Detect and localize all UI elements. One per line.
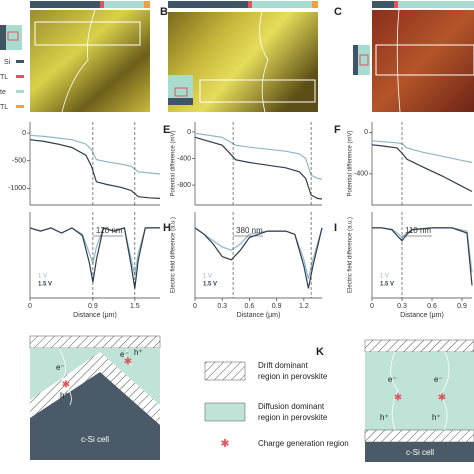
- x-axis-label: Distance (μm): [73, 312, 117, 319]
- x-tick-label: 0.3: [397, 303, 407, 310]
- y-tick-label: -1000: [8, 185, 26, 192]
- carrier: e⁻: [434, 375, 443, 384]
- carrier: h⁺: [380, 413, 389, 422]
- legend-entry: 1 V: [380, 274, 389, 280]
- carrier: h⁺: [60, 391, 69, 400]
- diagram-legend: Drift dominant region in perovskite Diff…: [204, 361, 349, 450]
- series-line: [371, 140, 473, 164]
- series-line: [194, 132, 323, 180]
- panel-label: C: [334, 6, 342, 18]
- legend-entry: 1 V: [203, 274, 212, 280]
- series-line: [29, 227, 160, 289]
- diagram-right: c-Si cell e⁻ h⁺ e⁻ h⁺ ✱ ✱: [364, 339, 474, 462]
- carrier: e⁻: [120, 350, 129, 359]
- x-tick-label: 0.9: [272, 303, 282, 310]
- cell-label: c-Si cell: [406, 448, 434, 457]
- x-axis-label: Distance (μm): [237, 312, 281, 319]
- map-a: [0, 1, 150, 113]
- annotation: 120 nm: [96, 226, 123, 235]
- y-tick-label: -400: [177, 155, 191, 162]
- x-tick-label: 1.2: [299, 303, 309, 310]
- svg-text:✱: ✱: [220, 438, 229, 450]
- legend-entry: 1 V: [38, 274, 47, 280]
- axis: [29, 122, 160, 206]
- y-tick-label: 0: [364, 129, 368, 136]
- layer-label: te: [0, 89, 6, 96]
- x-tick-label: 0.6: [427, 303, 437, 310]
- svg-text:✱: ✱: [394, 393, 402, 404]
- svg-text:✱: ✱: [438, 393, 446, 404]
- y-tick-label: -800: [177, 182, 191, 189]
- x-tick-label: 1.5: [130, 303, 140, 310]
- series-line: [194, 227, 323, 280]
- y-tick-label: -500: [12, 158, 26, 165]
- x-tick-label: 0.3: [217, 303, 227, 310]
- panel-label: E: [163, 124, 170, 136]
- layer-label: TL: [0, 104, 8, 111]
- legend-text: region in perovskite: [258, 372, 328, 381]
- legend-entry: 1.5 V: [38, 282, 52, 288]
- carrier: h⁺: [134, 348, 143, 357]
- panel-label: K: [316, 346, 324, 358]
- y-axis-label: Electric field difference (a.u.): [171, 217, 177, 293]
- y-axis-label: Potential difference (mV): [171, 131, 177, 197]
- legend-entry: 1.5 V: [203, 282, 217, 288]
- panel-label: H: [163, 222, 171, 234]
- series-line: [29, 139, 161, 199]
- legend-text: Charge generation region: [258, 439, 349, 448]
- carrier: e⁻: [388, 375, 397, 384]
- series-line: [29, 134, 161, 175]
- carrier: e⁻: [56, 363, 65, 372]
- y-tick-label: -400: [354, 171, 368, 178]
- x-tick-label: 0: [370, 303, 374, 310]
- layer-label: Si: [4, 59, 11, 66]
- panel-label: F: [334, 124, 341, 136]
- x-tick-label: 0.9: [457, 303, 467, 310]
- carrier: h⁺: [432, 413, 441, 422]
- layer-legend: Si TL te TL: [0, 59, 24, 111]
- y-tick-label: 0: [187, 129, 191, 136]
- map-b: [168, 1, 318, 113]
- legend-text: Drift dominant: [258, 361, 309, 370]
- series-line: [194, 227, 323, 289]
- x-tick-label: 0: [28, 303, 32, 310]
- svg-text:✱: ✱: [124, 357, 132, 368]
- axis: [371, 122, 472, 206]
- svg-text:✱: ✱: [62, 380, 70, 391]
- y-axis-label: Potential difference (mV): [348, 131, 354, 197]
- axis: [194, 122, 322, 206]
- cell-label: c-Si cell: [81, 435, 109, 444]
- series-line: [371, 144, 473, 193]
- series-line: [194, 136, 323, 200]
- panel-label: I: [334, 222, 337, 234]
- legend-entry: 1.5 V: [380, 282, 394, 288]
- y-axis-label: Electric field difference (a.u.): [348, 217, 354, 293]
- x-tick-label: 0.9: [88, 303, 98, 310]
- diagram-left: c-Si cell e⁻ h⁺ e⁻ h⁺ ✱ ✱: [29, 335, 161, 460]
- legend-text: region in perovskite: [258, 413, 328, 422]
- annotation: 380 nm: [236, 226, 263, 235]
- x-tick-label: 0: [193, 303, 197, 310]
- x-tick-label: 0.6: [245, 303, 255, 310]
- y-tick-label: 0: [22, 130, 26, 137]
- legend-text: Diffusion dominant: [258, 402, 325, 411]
- x-axis-label: Distance (μm): [400, 312, 444, 319]
- panel-label: B: [160, 6, 168, 18]
- map-c: [353, 1, 474, 113]
- layer-label: TL: [0, 74, 8, 81]
- annotation: 110 nm: [405, 226, 431, 235]
- series-line: [372, 227, 473, 286]
